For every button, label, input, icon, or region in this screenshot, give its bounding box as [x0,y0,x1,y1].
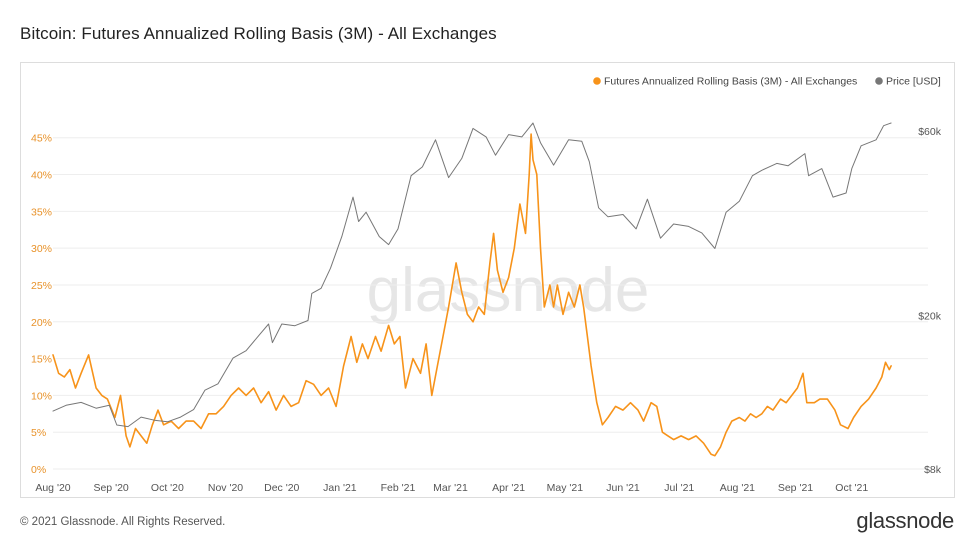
x-tick-label: Sep '21 [778,482,813,494]
x-tick-label: Aug '21 [720,482,755,494]
y-axis-left: 0% 5% 10% 15% 20% 25% 30% 35% 40% 45% [31,133,52,476]
x-tick-label: Oct '21 [835,482,868,494]
x-tick-label: Jun '21 [606,482,640,494]
chart-panel: glassnode Futures Annualized Rolling Bas… [20,62,955,498]
x-tick-label: Mar '21 [433,482,468,494]
legend-swatch-price [875,77,883,85]
y-right-tick-label: $20k [918,310,942,322]
x-tick-label: May '21 [547,482,584,494]
watermark-text: glassnode [367,256,650,325]
glassnode-logo[interactable]: glassnode [856,508,954,533]
x-tick-label: Oct '20 [151,482,184,494]
y-left-tick-label: 30% [31,243,52,255]
x-tick-label: Nov '20 [208,482,243,494]
y-left-tick-label: 45% [31,133,52,145]
x-tick-label: Jul '21 [664,482,694,494]
gridlines [53,137,928,470]
y-axis-right: $8k $20k $60k [918,126,942,476]
y-left-tick-label: 35% [31,206,52,218]
y-right-tick-label: $60k [918,126,942,138]
x-tick-label: Dec '20 [264,482,299,494]
x-axis: Aug '20 Sep '20 Oct '20 Nov '20 Dec '20 Jan '… [35,482,868,494]
basis-series-line [52,133,892,457]
x-tick-label: Aug '20 [35,482,70,494]
y-left-tick-label: 25% [31,280,52,292]
y-left-tick-label: 10% [31,390,52,402]
legend-label-price: Price [USD] [886,76,941,88]
y-left-tick-label: 40% [31,170,52,182]
y-left-tick-label: 20% [31,317,52,329]
x-tick-label: Sep '20 [93,482,128,494]
x-tick-label: Apr '21 [492,482,525,494]
y-left-tick-label: 15% [31,354,52,366]
legend-label-basis: Futures Annualized Rolling Basis (3M) - … [604,76,857,88]
y-right-tick-label: $8k [924,464,942,476]
chart-title: Bitcoin: Futures Annualized Rolling Basi… [20,24,497,43]
y-left-tick-label: 5% [31,427,46,439]
x-tick-label: Feb '21 [381,482,416,494]
copyright-text: © 2021 Glassnode. All Rights Reserved. [20,516,226,528]
price-series-line [52,122,892,428]
legend: Futures Annualized Rolling Basis (3M) - … [593,76,941,88]
y-left-tick-label: 0% [31,464,46,476]
series-layer [52,122,892,457]
chart-svg: glassnode Futures Annualized Rolling Bas… [31,76,942,495]
legend-item-price[interactable]: Price [USD] [875,76,941,88]
legend-swatch-basis [593,77,601,85]
legend-item-basis[interactable]: Futures Annualized Rolling Basis (3M) - … [593,76,857,88]
x-tick-label: Jan '21 [323,482,357,494]
